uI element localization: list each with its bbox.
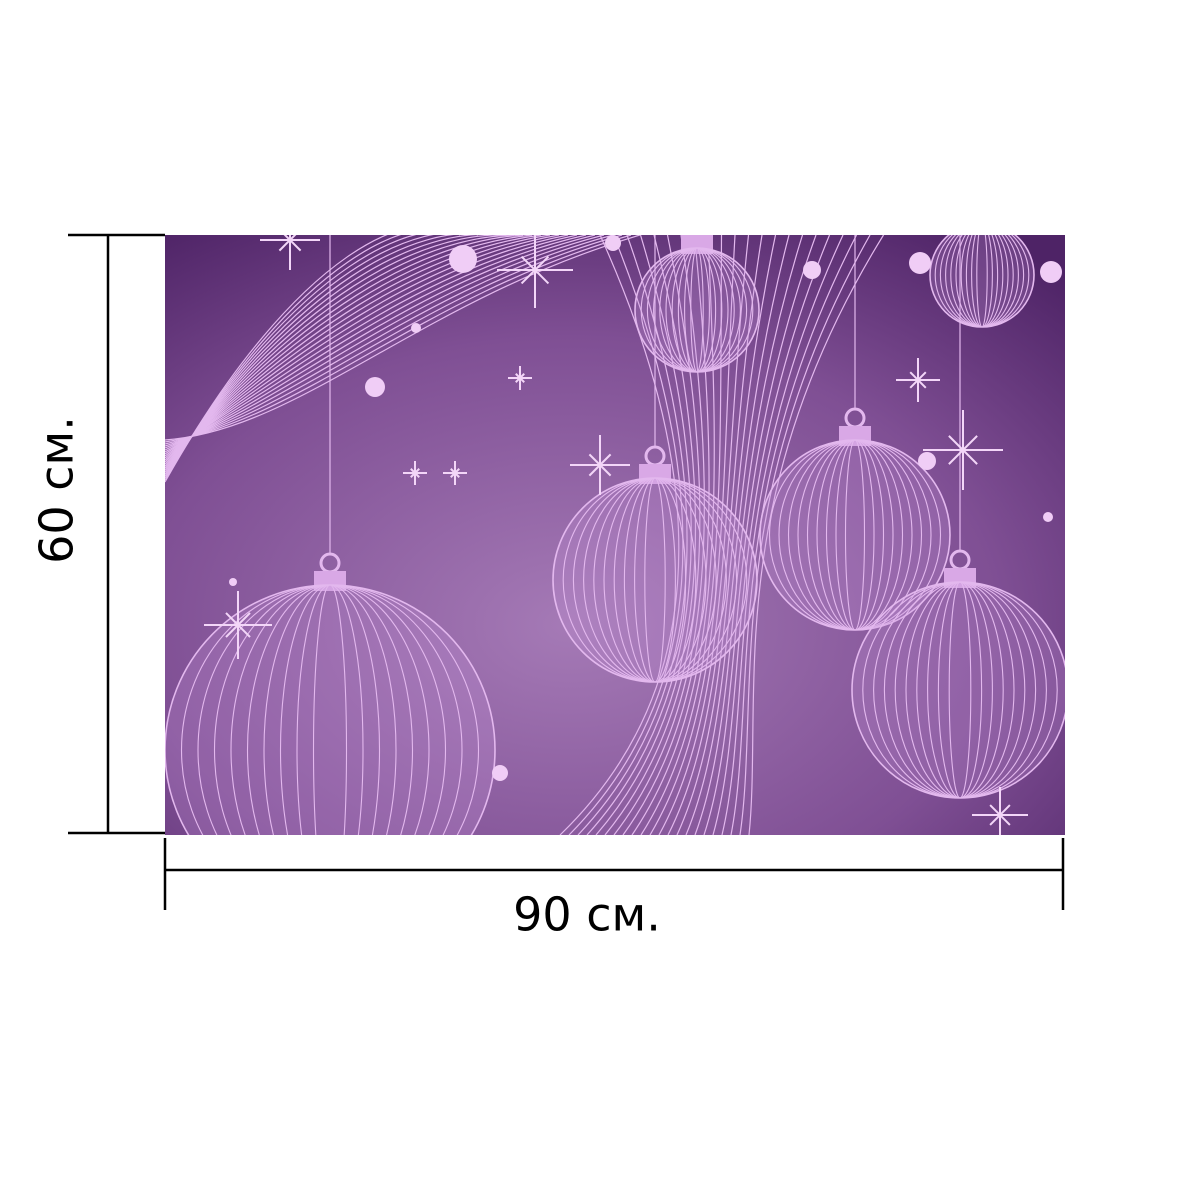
dot: [1043, 512, 1053, 522]
swirl-line: [559, 235, 680, 835]
star-ray: [989, 804, 1011, 826]
swirl-line: [676, 235, 777, 835]
ornament-pattern: [165, 192, 1065, 835]
star-ray: [948, 435, 978, 465]
swirl-line: [165, 235, 578, 455]
swirl-line: [712, 235, 831, 835]
swirl-line: [649, 235, 736, 835]
swirl-line: [730, 235, 858, 835]
swirl-line: [658, 235, 750, 835]
swirl-line: [165, 235, 524, 467]
bauble-rib: [768, 439, 942, 631]
dot: [1040, 261, 1062, 283]
bauble-rib: [562, 477, 748, 683]
swirl-line: [613, 235, 705, 835]
dot: [909, 252, 931, 274]
star-ray: [588, 453, 612, 477]
height-label: 60 см.: [30, 416, 84, 564]
bauble-rib: [934, 235, 1030, 328]
bauble-rib: [180, 584, 480, 835]
hook: [691, 235, 703, 237]
print-background: [165, 235, 1065, 835]
swirl-line: [165, 235, 569, 457]
width-label: 90 см.: [513, 888, 661, 942]
swirl-line: [165, 235, 515, 469]
swirl-line: [165, 235, 469, 479]
dot: [803, 261, 821, 279]
swirl-line: [685, 235, 790, 835]
bauble-rib: [862, 581, 1058, 799]
swirl-line: [165, 235, 487, 475]
swirl-line: [165, 235, 587, 453]
hook: [973, 192, 991, 210]
swirl-line: [703, 235, 817, 835]
swirl-line: [165, 235, 605, 449]
cap: [966, 209, 998, 229]
dot: [229, 578, 237, 586]
swirl-line: [165, 235, 614, 447]
swirl-line: [667, 235, 763, 835]
swirl-line: [165, 235, 451, 483]
dot: [492, 765, 508, 781]
dimension-lines: [68, 233, 1065, 910]
swirl-line: [165, 235, 505, 471]
dot: [449, 245, 477, 273]
swirl-line: [586, 235, 692, 835]
swirl-line: [568, 235, 684, 835]
swirl-line: [165, 235, 551, 461]
star-ray: [410, 468, 420, 478]
swirl-line: [165, 235, 641, 441]
dot: [411, 323, 421, 333]
star-ray: [520, 255, 550, 285]
swirl-line: [721, 235, 844, 835]
swirl-line: [640, 235, 723, 835]
swirl-line: [165, 235, 460, 481]
swirl-line: [165, 235, 560, 459]
dot: [365, 377, 385, 397]
star-ray: [909, 371, 927, 389]
star-ray: [225, 612, 251, 638]
swirl-line: [165, 235, 542, 463]
swirl-line: [165, 235, 496, 473]
swirl-line: [595, 235, 697, 835]
swirl-line: [165, 235, 533, 465]
swirl-line: [165, 235, 596, 451]
swirl-line: [165, 235, 478, 477]
swirl-line: [622, 235, 710, 835]
swirl-line: [748, 235, 885, 835]
star-ray: [278, 235, 297, 252]
bauble-rib: [640, 247, 754, 373]
swirl-line: [165, 235, 632, 443]
dot: [605, 235, 621, 251]
dot: [918, 452, 936, 470]
star-ray: [450, 468, 460, 478]
star-ray: [515, 373, 525, 383]
